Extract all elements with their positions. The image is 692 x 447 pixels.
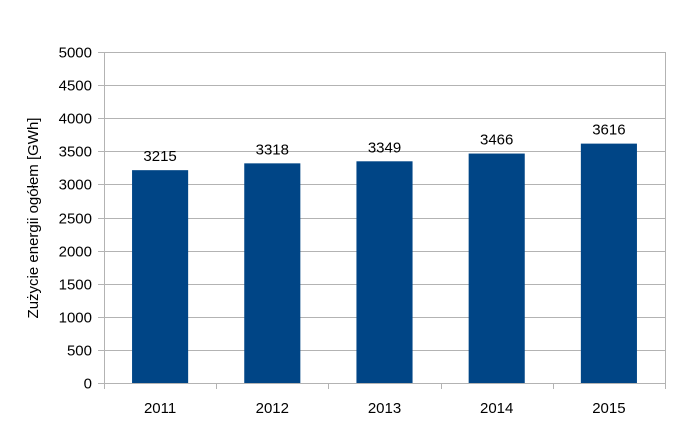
y-tick-label: 2500 (59, 211, 92, 228)
y-tick-label: 4500 (59, 78, 92, 95)
bar-2011 (132, 170, 189, 383)
data-labels: 3215 3318 3349 3466 3616 (143, 122, 625, 166)
data-label-2014: 3466 (480, 132, 513, 149)
y-tick-label: 3500 (59, 144, 92, 161)
data-label-2015: 3616 (592, 122, 625, 139)
y-axis-title: Zużycie energii ogółem [GWh] (25, 118, 42, 319)
bar-2015 (580, 143, 637, 383)
y-tick-label: 2000 (59, 244, 92, 261)
y-axis-tick-labels: 0 500 1000 1500 2000 2500 3000 3500 4000 4500 5000 (59, 45, 92, 393)
bar-2012 (244, 163, 301, 383)
data-label-2012: 3318 (256, 141, 289, 158)
y-tick-label: 1000 (59, 310, 92, 327)
y-tick-label: 500 (67, 343, 92, 360)
y-tick-label: 3000 (59, 177, 92, 194)
x-tick-label-2012: 2012 (256, 400, 289, 417)
x-tick-label-2014: 2014 (480, 400, 513, 417)
x-tick-label-2011: 2011 (144, 400, 176, 417)
y-tick-label: 0 (84, 376, 92, 393)
bar-2013 (356, 161, 413, 383)
x-axis-tick-labels: 2011 2012 2013 2014 2015 (144, 400, 626, 417)
data-label-2013: 3349 (368, 139, 401, 156)
y-tick-label: 5000 (59, 45, 92, 62)
x-tick-label-2015: 2015 (592, 400, 625, 417)
y-tick-label: 1500 (59, 277, 92, 294)
bars (132, 143, 637, 383)
y-tick-label: 4000 (59, 111, 92, 128)
x-tick-label-2013: 2013 (368, 400, 401, 417)
bar-2014 (468, 153, 525, 383)
data-label-2011: 3215 (143, 148, 176, 165)
